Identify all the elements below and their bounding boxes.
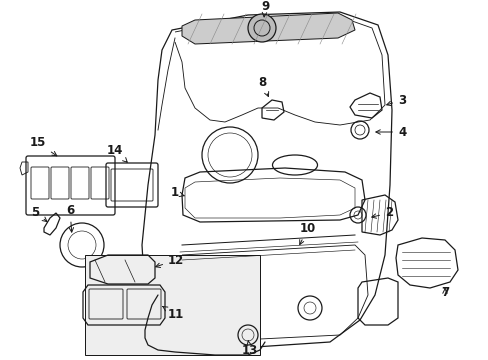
Text: 8: 8	[257, 76, 268, 96]
Text: 1: 1	[171, 186, 184, 199]
Circle shape	[247, 14, 275, 42]
Text: 11: 11	[163, 306, 184, 321]
Text: 4: 4	[375, 126, 406, 139]
Text: 9: 9	[260, 0, 268, 17]
Polygon shape	[182, 13, 354, 44]
Text: 5: 5	[31, 206, 47, 222]
Text: 15: 15	[30, 136, 57, 156]
Text: 6: 6	[66, 203, 74, 232]
Text: 14: 14	[106, 144, 127, 162]
Text: 13: 13	[242, 341, 258, 356]
Text: 7: 7	[440, 285, 448, 298]
FancyBboxPatch shape	[85, 255, 260, 355]
Text: 10: 10	[299, 221, 315, 244]
Text: 3: 3	[386, 94, 406, 107]
Text: 12: 12	[155, 253, 184, 267]
Text: 2: 2	[371, 207, 392, 220]
